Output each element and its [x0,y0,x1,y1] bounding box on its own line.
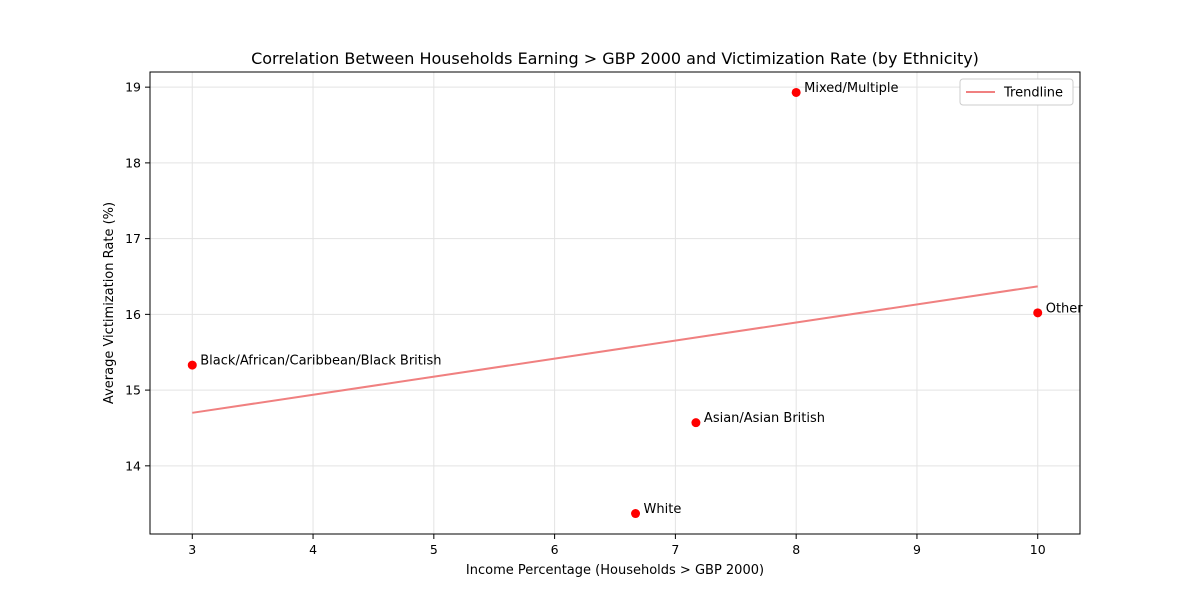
x-tick-label: 10 [1030,542,1046,557]
trendline [192,285,1038,414]
trend-layer [192,285,1038,414]
x-tick-label: 5 [430,542,438,557]
x-axis-label: Income Percentage (Households > GBP 2000… [466,563,764,578]
x-tick-layer: 3 4 5 6 7 8 9 10 [188,534,1046,557]
point-label: Asian/Asian British [704,411,825,426]
point-label: Other [1046,301,1084,316]
plot-frame [149,71,1081,535]
x-tick-label: 9 [913,542,921,557]
y-tick-label: 16 [125,307,141,322]
y-tick-label: 18 [125,155,141,170]
y-tick-label: 17 [125,231,141,246]
data-point [631,509,641,519]
x-tick-label: 4 [309,542,317,557]
y-axis-label: Average Victimization Rate (%) [102,202,117,404]
label-layer: Black/African/Caribbean/Black British Whi… [200,81,1083,517]
x-tick-label: 6 [551,542,559,557]
data-point [691,418,701,428]
x-tick-label: 8 [792,542,800,557]
chart-title: Correlation Between Households Earning >… [251,49,979,68]
x-tick-label: 7 [671,542,679,557]
y-tick-label: 19 [125,80,141,95]
y-tick-label: 15 [125,383,141,398]
point-label: Black/African/Caribbean/Black British [200,354,441,369]
legend: Trendline [959,78,1074,106]
point-label: White [644,502,682,517]
y-tick-layer: 14 15 16 17 18 19 [125,80,150,473]
data-point [791,87,801,97]
y-tick-label: 14 [125,458,141,473]
legend-trendline-label: Trendline [1003,86,1063,101]
point-layer [187,87,1043,519]
legend-box [959,78,1074,106]
data-point [187,360,197,370]
grid-layer [150,72,1080,534]
data-point [1033,308,1043,318]
x-tick-label: 3 [188,542,196,557]
point-label: Mixed/Multiple [804,81,898,96]
